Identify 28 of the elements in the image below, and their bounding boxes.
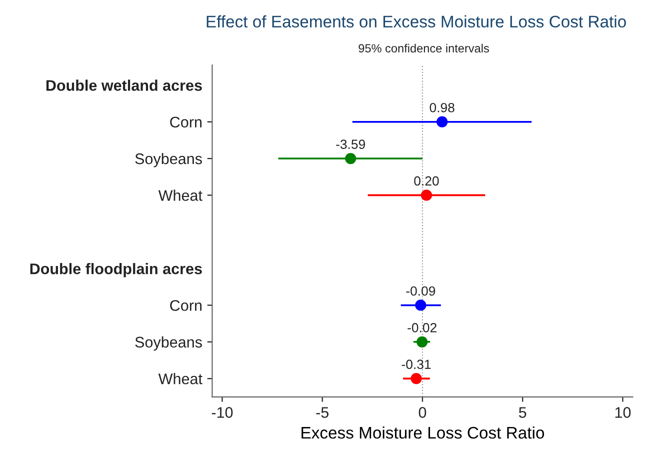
data-label: -0.02	[408, 323, 436, 332]
data-label: -0.09	[406, 286, 436, 296]
y-tick-label: Wheat	[158, 373, 202, 384]
y-tick-label: Corn	[170, 300, 202, 311]
point	[416, 336, 428, 348]
point	[345, 152, 356, 164]
data-label: 0.98	[430, 102, 454, 112]
data-label: -3.59	[336, 140, 365, 149]
y-tick-label: Wheat	[158, 190, 202, 201]
point	[415, 300, 426, 311]
x-tick-label: 10	[615, 407, 631, 418]
y-tick-label: Double wetland acres	[46, 80, 202, 91]
x-tick-label: -10	[212, 407, 233, 418]
x-axis-title: Excess Moisture Loss Cost Ratio	[302, 426, 544, 439]
y-tick-label: Double floodplain acres	[30, 263, 202, 278]
x-tick-label: 0	[418, 407, 426, 418]
y-tick-label: Soybeans	[135, 152, 202, 168]
data-label: -0.31	[402, 360, 431, 370]
x-tick-label: 5	[518, 407, 526, 418]
point	[436, 116, 448, 128]
y-tick-label: Corn	[170, 116, 202, 128]
chart-title: Effect of Easements on Excess Moisture Loss Cost Ratio	[206, 15, 626, 28]
y-tick-label: Soybeans	[135, 336, 202, 351]
data-label: 0.20	[414, 176, 439, 186]
point	[420, 190, 432, 201]
point	[410, 373, 422, 384]
x-tick-label: -5	[316, 407, 328, 418]
chart-subtitle: 95% confidence intervals	[358, 44, 489, 52]
